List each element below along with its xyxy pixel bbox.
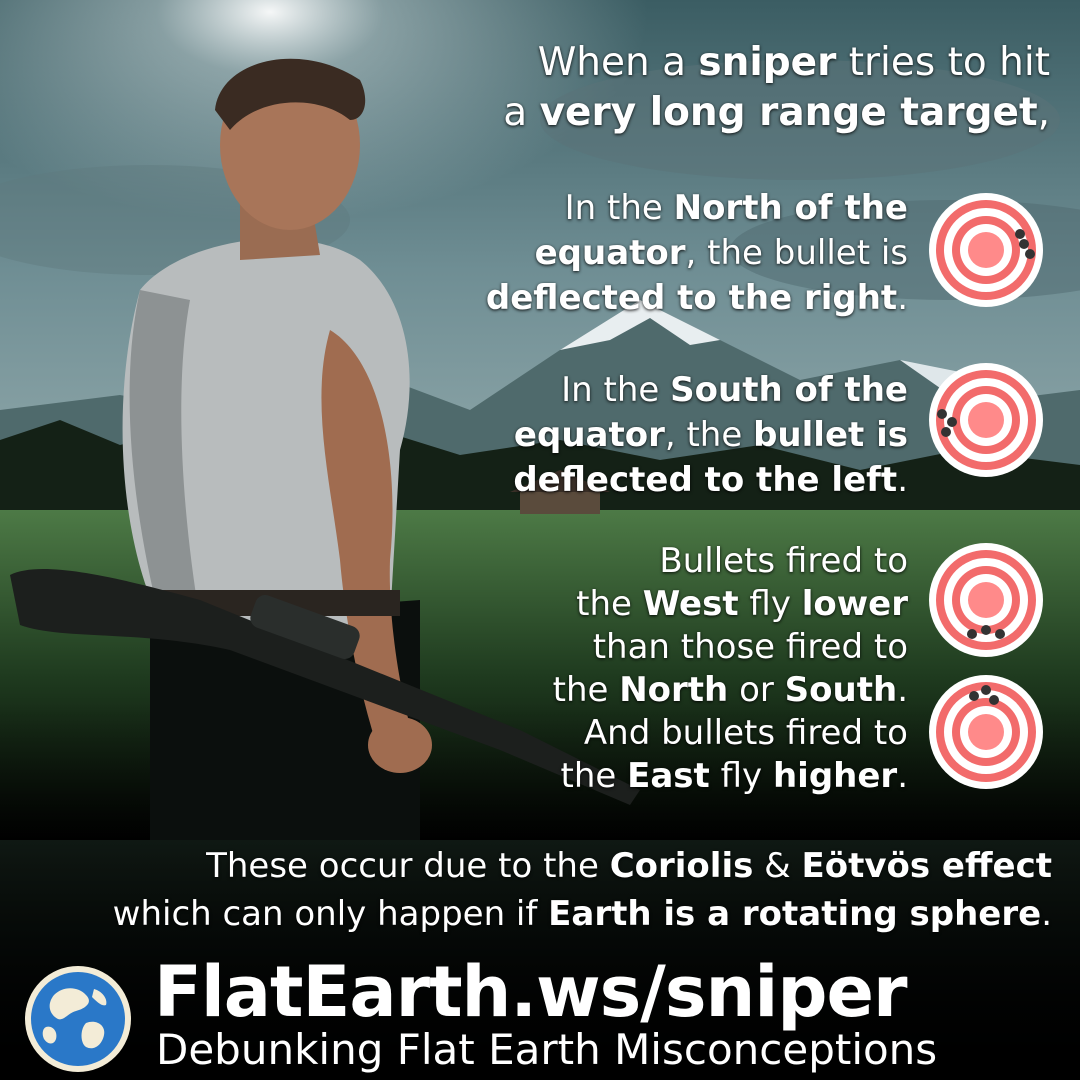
text-part: In the: [564, 188, 674, 228]
text-part: which can only happen if: [112, 894, 549, 934]
bullet-hole-icon: [969, 685, 999, 705]
south-hemisphere-text: In the South of the equator, the bullet …: [513, 368, 908, 503]
text-part: South of the: [670, 370, 908, 410]
north-hemisphere-text: In the North of the equator, the bullet …: [486, 186, 908, 321]
text-part: These occur due to the: [206, 846, 610, 886]
text-part: , the bullet is: [685, 233, 908, 273]
text-part: .: [897, 756, 908, 796]
site-url: FlatEarth.ws/sniper: [154, 951, 907, 1033]
target-icon: [929, 193, 1043, 307]
globe-logo-icon: [25, 966, 131, 1072]
intro-text: When a sniper tries to hit a very long r…: [503, 38, 1050, 138]
text-part: , the: [664, 415, 754, 455]
text-part: deflected to the right: [485, 278, 898, 318]
conclusion-text: These occur due to the Coriolis & Eötvös…: [113, 842, 1052, 938]
bullet-hole-icon: [937, 409, 957, 437]
text-part: East: [627, 756, 710, 796]
text-part: the: [576, 584, 643, 624]
text-part: .: [897, 670, 908, 710]
text-part: the: [560, 756, 628, 796]
bullet-hole-icon: [1015, 229, 1035, 259]
text-part: In the: [561, 370, 671, 410]
text-part: lower: [801, 584, 908, 624]
text-part: equator: [513, 415, 665, 455]
intro-text-part: very long range target: [539, 90, 1038, 135]
east-west-text: Bullets fired to the West fly lower than…: [553, 540, 908, 798]
intro-text-part: tries to hit: [836, 40, 1050, 85]
text-part: fly: [709, 756, 773, 796]
target-icon: [929, 543, 1043, 657]
bullet-hole-icon: [967, 625, 1005, 639]
text-part: bullet is: [753, 415, 908, 455]
text-part: deflected to the left: [513, 460, 898, 500]
target-icon: [929, 675, 1043, 789]
text-part: the: [552, 670, 620, 710]
text-part: North of the: [673, 188, 908, 228]
text-part: fly: [738, 584, 802, 624]
intro-text-part: sniper: [698, 40, 837, 85]
text-line: And bullets fired to: [583, 713, 908, 753]
text-line: than those fired to: [592, 627, 908, 667]
text-part: equator: [534, 233, 686, 273]
text-part: Earth is a rotating sphere: [548, 894, 1042, 934]
text-part: .: [1041, 894, 1052, 934]
intro-text-part: a: [503, 90, 540, 135]
text-part: North: [619, 670, 729, 710]
tagline: Debunking Flat Earth Misconceptions: [156, 1025, 938, 1074]
text-part: Coriolis: [609, 846, 754, 886]
text-part: higher: [772, 756, 898, 796]
intro-text-part: When a: [537, 40, 699, 85]
text-part: or: [728, 670, 785, 710]
text-part: South: [784, 670, 898, 710]
text-line: Bullets fired to: [659, 541, 908, 581]
text-part: &: [753, 846, 802, 886]
text-part: .: [897, 278, 908, 318]
text-part: Eötvös effect: [801, 846, 1052, 886]
text-part: .: [897, 460, 908, 500]
intro-text-part: ,: [1037, 90, 1050, 135]
target-icon: [929, 363, 1043, 477]
text-part: West: [642, 584, 739, 624]
